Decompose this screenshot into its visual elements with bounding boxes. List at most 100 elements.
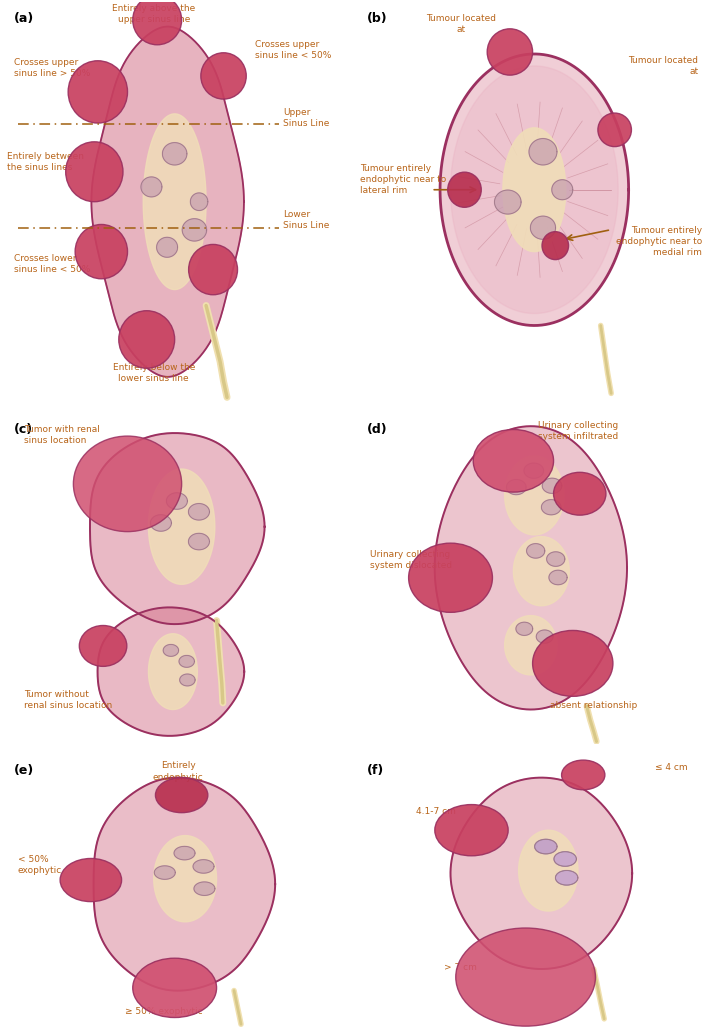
Polygon shape: [174, 847, 195, 860]
Text: Entirely
endophytic: Entirely endophytic: [152, 761, 203, 782]
Polygon shape: [549, 570, 567, 584]
Polygon shape: [162, 143, 187, 165]
Text: ≤ 4 cm: ≤ 4 cm: [655, 762, 688, 772]
Polygon shape: [516, 623, 532, 635]
Polygon shape: [189, 503, 209, 520]
Polygon shape: [440, 54, 629, 325]
Text: Tumor with renal
sinus location: Tumor with renal sinus location: [25, 425, 101, 445]
Polygon shape: [554, 852, 576, 866]
Ellipse shape: [448, 172, 481, 207]
Polygon shape: [535, 840, 557, 854]
Polygon shape: [552, 180, 573, 200]
Ellipse shape: [68, 61, 128, 123]
Polygon shape: [157, 238, 177, 257]
Polygon shape: [450, 778, 632, 969]
Ellipse shape: [562, 760, 605, 789]
Text: Entirely above the
upper sinus line: Entirely above the upper sinus line: [112, 4, 196, 24]
Polygon shape: [148, 634, 197, 710]
Polygon shape: [513, 536, 569, 606]
Polygon shape: [155, 865, 175, 880]
Polygon shape: [506, 480, 526, 495]
Polygon shape: [94, 778, 275, 991]
Polygon shape: [505, 615, 557, 675]
Text: Tumour entirely
endophytic near to
lateral rim: Tumour entirely endophytic near to later…: [359, 165, 446, 196]
Polygon shape: [555, 871, 578, 885]
Polygon shape: [503, 128, 566, 252]
Polygon shape: [194, 882, 215, 895]
Polygon shape: [494, 190, 521, 214]
Ellipse shape: [535, 840, 557, 854]
Ellipse shape: [554, 472, 606, 516]
Polygon shape: [189, 533, 209, 549]
Polygon shape: [524, 463, 544, 478]
Text: (d): (d): [367, 423, 387, 436]
Text: (e): (e): [14, 765, 34, 777]
Polygon shape: [518, 830, 578, 911]
Polygon shape: [143, 114, 206, 289]
Text: Tumour entirely
endophytic near to
medial rim: Tumour entirely endophytic near to media…: [615, 226, 702, 257]
Polygon shape: [179, 655, 194, 667]
Text: Urinary collecting
system dislocated: Urinary collecting system dislocated: [370, 549, 452, 570]
Text: Upper
Sinus Line: Upper Sinus Line: [283, 108, 329, 128]
Text: ≥ 50% exophytic: ≥ 50% exophytic: [125, 1007, 203, 1017]
Text: Crosses upper
sinus line < 50%: Crosses upper sinus line < 50%: [255, 40, 331, 60]
Polygon shape: [163, 644, 179, 657]
Ellipse shape: [155, 778, 208, 813]
Ellipse shape: [542, 232, 569, 259]
Polygon shape: [435, 426, 627, 710]
Text: Crosses upper
sinus line > 50%: Crosses upper sinus line > 50%: [14, 58, 90, 78]
Ellipse shape: [435, 805, 508, 856]
Ellipse shape: [456, 928, 596, 1026]
Polygon shape: [167, 493, 187, 509]
Polygon shape: [150, 514, 172, 531]
Polygon shape: [148, 469, 215, 584]
Ellipse shape: [119, 311, 174, 368]
Text: Urinary collecting
system infiltrated: Urinary collecting system infiltrated: [538, 421, 618, 441]
Text: 4.1-7 cm: 4.1-7 cm: [415, 807, 455, 816]
Ellipse shape: [408, 543, 493, 612]
Polygon shape: [191, 192, 208, 211]
Text: (b): (b): [367, 12, 387, 25]
Ellipse shape: [74, 436, 182, 532]
Ellipse shape: [75, 224, 128, 279]
Text: < 50%
exophytic: < 50% exophytic: [18, 855, 62, 876]
Text: Entirely between
the sinus lines: Entirely between the sinus lines: [7, 151, 84, 172]
Ellipse shape: [201, 52, 246, 99]
Ellipse shape: [66, 142, 123, 202]
Ellipse shape: [133, 958, 216, 1018]
Polygon shape: [530, 216, 556, 240]
Polygon shape: [98, 607, 244, 736]
Polygon shape: [141, 177, 162, 197]
Polygon shape: [450, 66, 618, 314]
Polygon shape: [542, 500, 561, 514]
Polygon shape: [542, 478, 562, 493]
Polygon shape: [505, 456, 564, 535]
Text: > 7 cm: > 7 cm: [444, 963, 476, 972]
Ellipse shape: [532, 631, 613, 697]
Text: Entirely below the
lower sinus line: Entirely below the lower sinus line: [113, 363, 195, 384]
Polygon shape: [527, 543, 545, 558]
Text: Tumour located
at: Tumour located at: [628, 56, 698, 76]
Text: (a): (a): [14, 12, 34, 25]
Text: Tumour located
at: Tumour located at: [426, 14, 496, 34]
Text: (f): (f): [367, 765, 384, 777]
Ellipse shape: [79, 626, 127, 667]
Polygon shape: [90, 433, 264, 625]
Polygon shape: [536, 630, 553, 643]
Polygon shape: [179, 674, 195, 686]
Text: Lower
Sinus Line: Lower Sinus Line: [283, 210, 329, 229]
Text: Tumor without
renal sinus location: Tumor without renal sinus location: [25, 689, 113, 710]
Ellipse shape: [554, 852, 576, 866]
Ellipse shape: [133, 0, 182, 45]
Polygon shape: [182, 219, 206, 241]
Text: (c): (c): [14, 423, 33, 436]
Ellipse shape: [60, 858, 121, 901]
Polygon shape: [91, 27, 244, 377]
Ellipse shape: [487, 29, 532, 75]
Text: Crosses lower
sinus line < 50%: Crosses lower sinus line < 50%: [14, 253, 90, 274]
Text: absent relationship: absent relationship: [550, 702, 637, 710]
Ellipse shape: [473, 429, 554, 492]
Ellipse shape: [555, 871, 578, 885]
Polygon shape: [547, 552, 565, 566]
Ellipse shape: [598, 113, 632, 146]
